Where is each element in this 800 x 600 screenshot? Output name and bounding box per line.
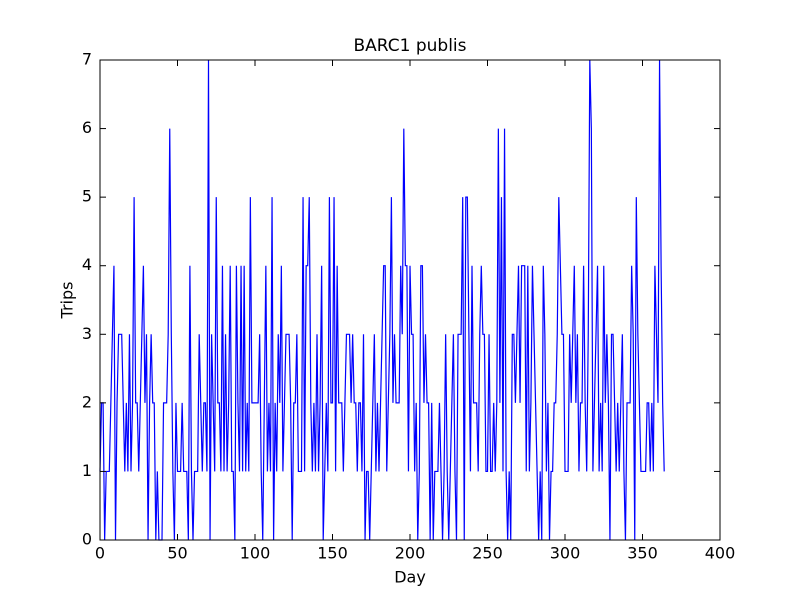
y-tick-label: 0 xyxy=(82,530,92,549)
x-tick-label: 0 xyxy=(95,544,105,563)
x-axis-label: Day xyxy=(394,568,426,587)
y-tick-label: 5 xyxy=(82,187,92,206)
x-tick-label: 300 xyxy=(550,544,581,563)
x-tick-label: 400 xyxy=(705,544,736,563)
y-tick-label: 3 xyxy=(82,324,92,343)
x-tick-label: 200 xyxy=(395,544,426,563)
x-tick-label: 250 xyxy=(472,544,503,563)
y-axis-label: Trips xyxy=(58,282,77,320)
y-tick-label: 2 xyxy=(82,392,92,411)
y-tick-label: 6 xyxy=(82,118,92,137)
x-tick-label: 100 xyxy=(240,544,271,563)
x-tick-label: 350 xyxy=(627,544,658,563)
y-tick-label: 1 xyxy=(82,461,92,480)
y-tick-label: 7 xyxy=(82,50,92,69)
data-line xyxy=(99,59,665,541)
chart-title: BARC1 publis xyxy=(353,36,466,56)
x-tick-label: 50 xyxy=(167,544,187,563)
x-tick-label: 150 xyxy=(317,544,348,563)
y-tick-label: 4 xyxy=(82,255,92,274)
